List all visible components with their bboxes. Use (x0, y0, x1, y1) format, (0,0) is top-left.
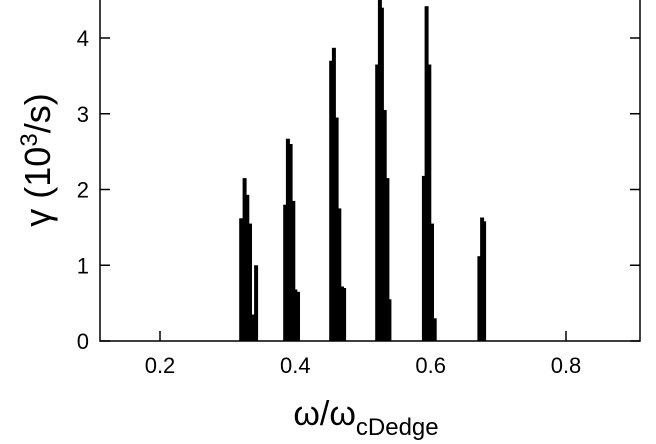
bar (385, 178, 390, 341)
bar (379, 7, 384, 341)
bar (421, 175, 426, 341)
bar (340, 286, 344, 341)
tick-labels: 0.2 0.4 0.6 0.8 0 1 2 3 4 (77, 26, 582, 378)
bar (387, 299, 392, 341)
bar (296, 291, 300, 341)
bar (329, 60, 334, 341)
bar (424, 6, 429, 341)
bars (239, 0, 487, 342)
y-axis-title-post: /s) (17, 93, 58, 133)
bar (288, 144, 293, 341)
bar (291, 200, 296, 341)
bar (334, 117, 339, 341)
bar (427, 64, 432, 341)
y-tick-label: 0 (77, 329, 89, 354)
bar (331, 47, 336, 342)
bar (250, 314, 255, 341)
bar (382, 110, 387, 341)
y-axis-title: γ (103/s) (16, 93, 58, 226)
bar (239, 218, 244, 341)
x-axis-title-main: ω/ω (293, 395, 356, 433)
plot-frame (99, 0, 641, 342)
y-tick-label: 1 (77, 253, 89, 278)
y-tick-label: 2 (77, 178, 89, 203)
bar (482, 221, 487, 341)
bar (283, 204, 288, 341)
x-tick-label: 0.6 (415, 353, 446, 378)
bar (342, 288, 347, 341)
x-axis-title: ω/ωcDedge (293, 395, 438, 441)
bar (337, 208, 342, 341)
y-tick-label: 4 (77, 26, 89, 51)
x-tick-label: 0.4 (280, 353, 311, 378)
bar (432, 318, 437, 341)
bar (242, 178, 247, 341)
ticks (100, 37, 640, 342)
y-tick-label: 3 (77, 102, 89, 127)
y-axis-title-pre: γ (10 (17, 147, 58, 227)
bar (245, 194, 250, 341)
x-tick-label: 0.8 (551, 353, 582, 378)
bar (430, 223, 434, 341)
x-axis-title-sub: cDedge (356, 414, 439, 441)
bar (254, 265, 259, 342)
bar (293, 289, 298, 341)
bar (248, 223, 252, 341)
bar (375, 64, 380, 341)
bar (285, 138, 290, 341)
y-axis-title-sup: 3 (16, 133, 43, 146)
x-tick-label: 0.2 (145, 353, 176, 378)
bar (477, 256, 482, 341)
